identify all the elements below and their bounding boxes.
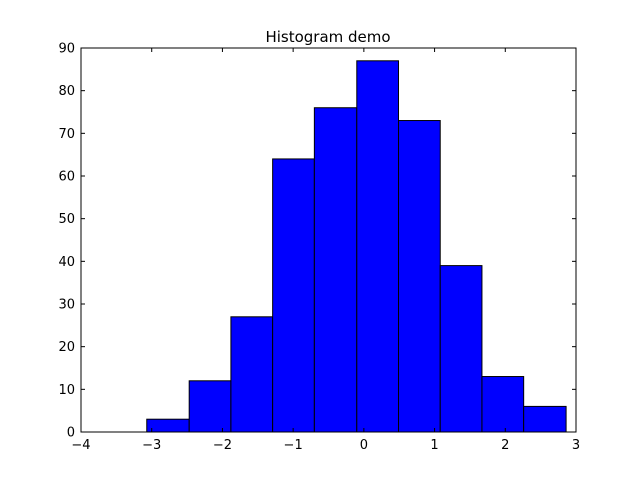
x-tick-label: 2 <box>501 438 509 453</box>
x-tick-label: 1 <box>430 438 438 453</box>
y-tick-label: 80 <box>58 84 75 99</box>
x-tick-label: 0 <box>360 438 368 453</box>
axes-frame <box>80 47 577 433</box>
histogram-bar <box>398 120 441 433</box>
y-tick-label: 60 <box>58 170 75 185</box>
y-tick-label: 50 <box>58 212 75 227</box>
chart-title: Histogram demo <box>265 28 390 46</box>
histogram-bar <box>523 405 567 433</box>
histogram-bar <box>146 418 190 433</box>
y-tick-label: 30 <box>58 298 75 313</box>
histogram-bar <box>313 107 358 433</box>
x-tick-label: −3 <box>142 438 161 453</box>
y-tick-label: 90 <box>58 42 75 57</box>
x-tick-label: −4 <box>71 438 90 453</box>
histogram-bar <box>356 60 400 433</box>
histogram-bar <box>439 265 483 433</box>
x-tick-label: −2 <box>213 438 232 453</box>
histogram-bar <box>272 158 315 433</box>
histogram-bar <box>481 376 525 433</box>
y-tick-label: 40 <box>58 255 75 270</box>
x-tick-label: −1 <box>284 438 303 453</box>
ticks-layer <box>80 47 577 433</box>
y-tick-label: 70 <box>58 127 75 142</box>
bars-layer <box>146 60 567 433</box>
x-tick-label: 3 <box>572 438 580 453</box>
y-tick-label: 10 <box>58 383 75 398</box>
histogram-bar <box>188 380 232 433</box>
histogram-bar <box>230 316 274 433</box>
y-tick-label: 20 <box>58 340 75 355</box>
y-tick-label: 0 <box>67 426 75 441</box>
